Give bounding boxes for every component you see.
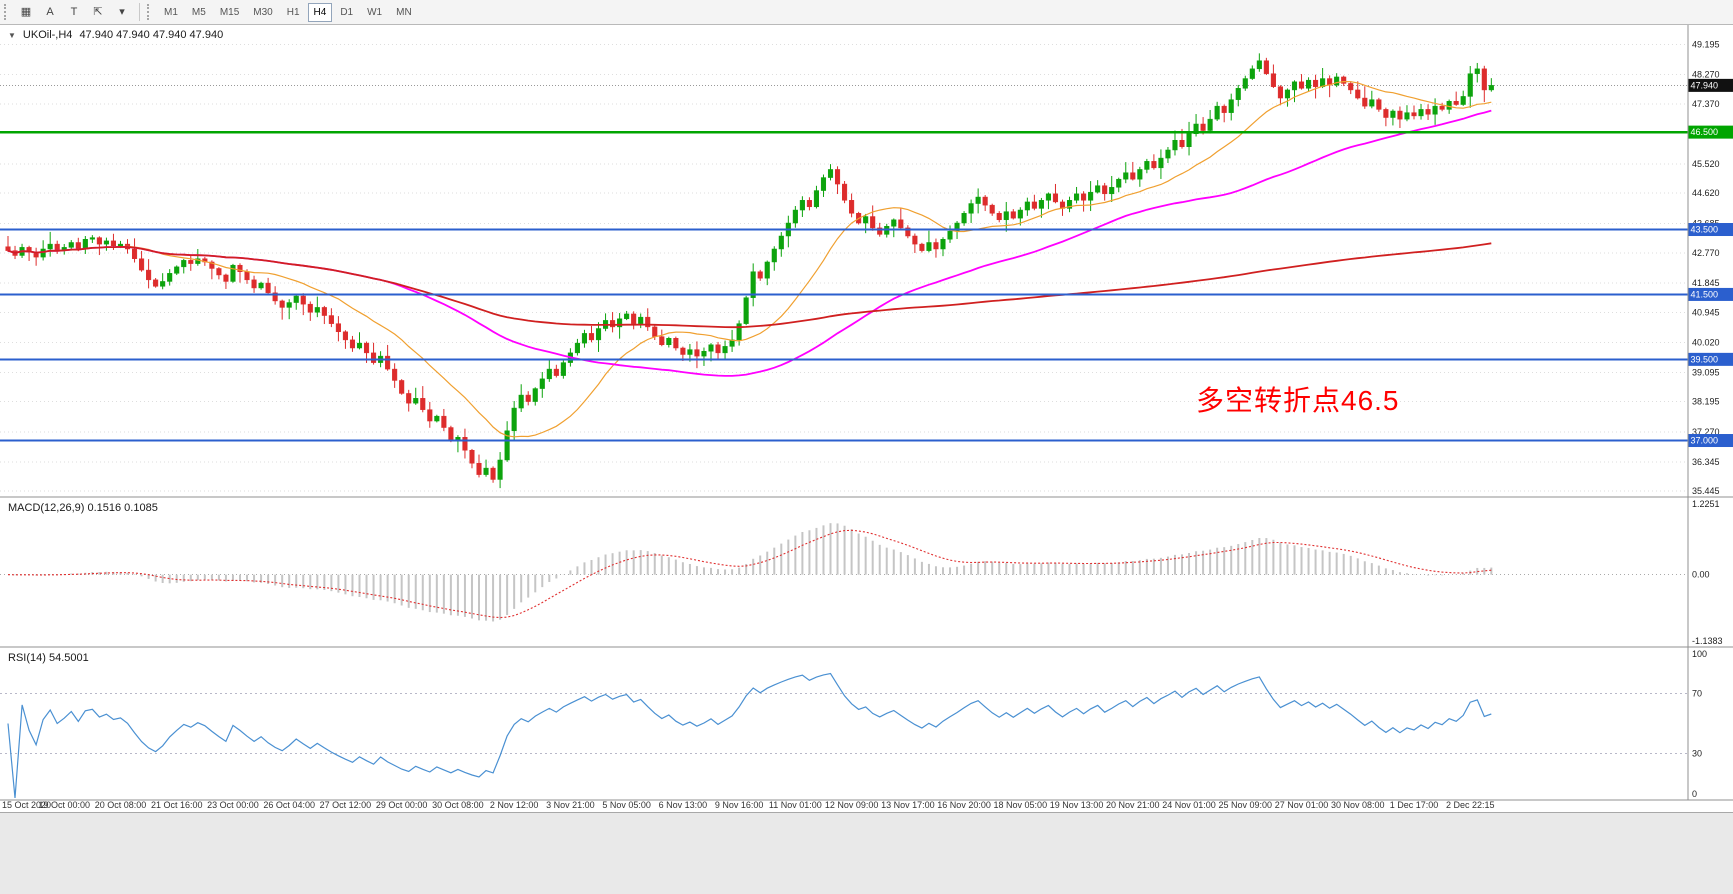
chart-area: 49.19548.27047.37045.52044.62043.68542.7… xyxy=(0,25,1733,812)
svg-text:37.270: 37.270 xyxy=(1692,427,1720,437)
svg-text:36.345: 36.345 xyxy=(1692,457,1720,467)
timeframe-mn-button[interactable]: MN xyxy=(396,6,412,18)
svg-text:37.000: 37.000 xyxy=(1691,436,1719,446)
svg-text:3 Nov 21:00: 3 Nov 21:00 xyxy=(546,800,595,810)
svg-text:41.500: 41.500 xyxy=(1691,289,1719,299)
svg-text:27 Nov 01:00: 27 Nov 01:00 xyxy=(1275,800,1329,810)
timeframe-m30-button[interactable]: M30 xyxy=(253,6,273,18)
toolbar-icons: ▦ A T ⇱ ▾ xyxy=(14,2,134,22)
timeframe-h4-button[interactable]: H4 xyxy=(307,2,333,22)
svg-text:15 Oct 2020: 15 Oct 2020 xyxy=(2,800,51,810)
timeframe-buttons: M1 M5 M15 M30 H1 H4 D1 W1 MN xyxy=(157,2,419,22)
toolbar: ▦ A T ⇱ ▾ M1 M5 M15 M30 H1 H4 D1 W1 MN xyxy=(0,0,1733,25)
chart-canvas[interactable]: 49.19548.27047.37045.52044.62043.68542.7… xyxy=(0,25,1733,812)
svg-text:2 Nov 12:00: 2 Nov 12:00 xyxy=(490,800,539,810)
svg-text:27 Oct 12:00: 27 Oct 12:00 xyxy=(320,800,372,810)
svg-text:0: 0 xyxy=(1692,789,1697,799)
svg-text:47.940: 47.940 xyxy=(1691,80,1719,90)
svg-text:24 Nov 01:00: 24 Nov 01:00 xyxy=(1162,800,1216,810)
svg-text:20 Nov 21:00: 20 Nov 21:00 xyxy=(1106,800,1160,810)
font-a-icon[interactable]: A xyxy=(46,6,54,18)
svg-text:26 Oct 04:00: 26 Oct 04:00 xyxy=(263,800,315,810)
timeframe-toolbar-grip[interactable] xyxy=(147,4,153,20)
text-label-icon[interactable]: T xyxy=(70,6,78,18)
timeframe-m15-button[interactable]: M15 xyxy=(219,6,240,18)
timeframe-h1-button[interactable]: H1 xyxy=(286,6,300,18)
svg-text:38.195: 38.195 xyxy=(1692,397,1720,407)
svg-text:35.445: 35.445 xyxy=(1692,486,1720,496)
svg-text:40.020: 40.020 xyxy=(1692,337,1720,347)
collapse-triangle-icon[interactable]: ▼ xyxy=(8,30,16,40)
svg-text:41.845: 41.845 xyxy=(1692,278,1720,288)
timeframe-d1-button[interactable]: D1 xyxy=(340,6,354,18)
svg-text:45.520: 45.520 xyxy=(1692,159,1720,169)
svg-text:30 Nov 08:00: 30 Nov 08:00 xyxy=(1331,800,1385,810)
svg-text:49.195: 49.195 xyxy=(1692,40,1720,50)
svg-text:39.500: 39.500 xyxy=(1691,354,1719,364)
svg-text:30: 30 xyxy=(1692,748,1702,758)
svg-text:48.270: 48.270 xyxy=(1692,70,1720,80)
svg-text:42.770: 42.770 xyxy=(1692,248,1720,258)
timeframe-m5-button[interactable]: M5 xyxy=(191,6,206,18)
timeframe-w1-button[interactable]: W1 xyxy=(367,6,383,18)
svg-text:23 Oct 00:00: 23 Oct 00:00 xyxy=(207,800,259,810)
svg-text:0.00: 0.00 xyxy=(1692,570,1710,580)
svg-text:25 Nov 09:00: 25 Nov 09:00 xyxy=(1219,800,1273,810)
svg-text:100: 100 xyxy=(1692,649,1707,659)
svg-text:16 Nov 20:00: 16 Nov 20:00 xyxy=(937,800,991,810)
toolbar-grip[interactable] xyxy=(4,4,10,20)
svg-text:9 Nov 16:00: 9 Nov 16:00 xyxy=(715,800,764,810)
svg-text:19 Nov 13:00: 19 Nov 13:00 xyxy=(1050,800,1104,810)
svg-text:20 Oct 08:00: 20 Oct 08:00 xyxy=(95,800,147,810)
svg-text:18 Nov 05:00: 18 Nov 05:00 xyxy=(994,800,1048,810)
bottom-panel xyxy=(0,812,1733,894)
svg-text:2 Dec 22:15: 2 Dec 22:15 xyxy=(1446,800,1495,810)
svg-text:70: 70 xyxy=(1692,689,1702,699)
svg-text:21 Oct 16:00: 21 Oct 16:00 xyxy=(151,800,203,810)
grid-pattern-icon[interactable]: ▦ xyxy=(20,6,32,18)
svg-text:12 Nov 09:00: 12 Nov 09:00 xyxy=(825,800,879,810)
svg-text:46.500: 46.500 xyxy=(1691,127,1719,137)
svg-text:39.095: 39.095 xyxy=(1692,368,1720,378)
toolbar-separator xyxy=(139,3,140,21)
timeframe-m1-button[interactable]: M1 xyxy=(164,6,178,18)
svg-text:11 Nov 01:00: 11 Nov 01:00 xyxy=(769,800,822,810)
svg-text:29 Oct 00:00: 29 Oct 00:00 xyxy=(376,800,428,810)
svg-text:43.500: 43.500 xyxy=(1691,225,1719,235)
dropdown-caret-icon[interactable]: ▾ xyxy=(119,6,125,18)
cursor-tool-icon[interactable]: ⇱ xyxy=(93,6,103,18)
svg-text:1.2251: 1.2251 xyxy=(1692,499,1720,509)
svg-text:40.945: 40.945 xyxy=(1692,307,1720,317)
svg-text:6 Nov 13:00: 6 Nov 13:00 xyxy=(659,800,708,810)
svg-text:-1.1383: -1.1383 xyxy=(1692,636,1723,646)
svg-text:30 Oct 08:00: 30 Oct 08:00 xyxy=(432,800,484,810)
svg-text:19 Oct 00:00: 19 Oct 00:00 xyxy=(38,800,90,810)
svg-text:44.620: 44.620 xyxy=(1692,188,1720,198)
svg-text:1 Dec 17:00: 1 Dec 17:00 xyxy=(1390,800,1439,810)
svg-text:47.370: 47.370 xyxy=(1692,99,1720,109)
svg-text:13 Nov 17:00: 13 Nov 17:00 xyxy=(881,800,935,810)
svg-text:5 Nov 05:00: 5 Nov 05:00 xyxy=(602,800,651,810)
